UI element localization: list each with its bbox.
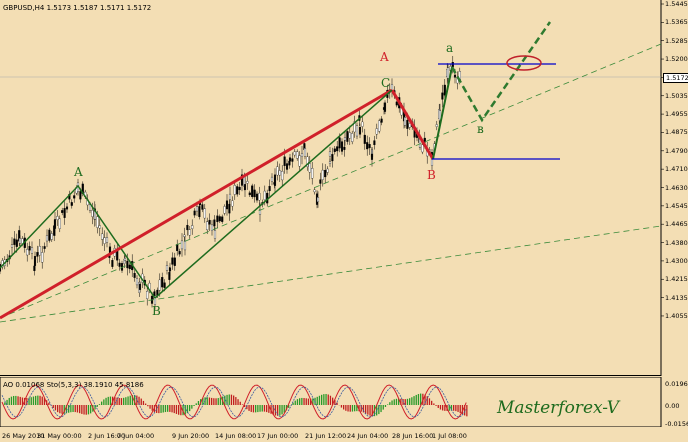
time-axis-label: 14 Jun 08:00 (215, 432, 257, 440)
ao-axis-label-zero: 0.00 (665, 402, 680, 410)
time-axis-label: 31 May 00:00 (37, 432, 82, 440)
time-axis-label: 1 Jul 08:00 (432, 432, 467, 440)
red-wave-A (0, 88, 393, 320)
price-chart[interactable] (0, 0, 688, 376)
time-axis-label: 9 Jun 20:00 (172, 432, 210, 440)
ao-info: AO 0.01068 Sto(5,3,3) 38.1910 45.8186 (3, 381, 144, 389)
price-axis-label: 1.4710 (665, 165, 688, 174)
price-axis-label: 1.4215 (665, 275, 688, 284)
ao-histogram (4, 393, 468, 417)
price-axis-label: 1.4380 (665, 238, 688, 247)
price-axis-label: 1.4790 (665, 146, 688, 155)
time-axis-label: 2 Jun 16:00 (88, 432, 126, 440)
green-channel-line (154, 89, 393, 299)
target-ellipse (506, 55, 542, 71)
wave-label-right-B: B (427, 168, 436, 182)
time-axis-label: 26 May 2010 (2, 432, 45, 440)
price-axis-label: 1.4465 (665, 220, 688, 229)
symbol-info: GBPUSD,H4 1.5173 1.5187 1.5171 1.5172 (3, 4, 152, 12)
projection-wave (450, 21, 552, 123)
price-axis-label: 1.5035 (665, 91, 688, 100)
price-axis-label: 1.5365 (665, 18, 688, 27)
price-axis-label: 1.4955 (665, 110, 688, 119)
left-green-wave (0, 184, 156, 299)
price-axis-label: 1.4300 (665, 256, 688, 265)
price-axis-label: 1.5200 (665, 55, 688, 64)
ao-axis-label-top: 0.01967 (665, 380, 688, 388)
time-axis-label: 21 Jun 12:00 (305, 432, 347, 440)
dashed-trendline-upper (0, 43, 662, 319)
ao-stochastic-panel[interactable] (0, 377, 688, 427)
price-axis-label: 1.5285 (665, 36, 688, 45)
wave-label-right-A: A (380, 50, 389, 64)
dashed-trendline-lower (0, 225, 662, 323)
wave-label-b: в (477, 122, 484, 136)
stochastic-signal-line (1, 386, 467, 418)
wave-label-a: a (446, 41, 454, 55)
ao-panel-border (0, 377, 662, 427)
price-axis-label: 1.5445 (665, 0, 688, 8)
wave-label-C: C (381, 76, 391, 90)
stochastic-main-line (1, 384, 467, 420)
time-axis-label: 24 Jun 04:00 (347, 432, 389, 440)
green-wave-a (432, 66, 453, 160)
wave-label-left-A: A (74, 165, 83, 179)
time-axis-label: 17 Jun 00:00 (257, 432, 299, 440)
brand-watermark: Masterforex-V (497, 398, 620, 418)
time-axis-label: 28 Jun 16:00 (392, 432, 434, 440)
price-axis-ticks (661, 3, 664, 317)
ao-axis-label-bottom: -0.0156 (665, 420, 688, 428)
candlestick-series (0, 55, 461, 310)
price-axis-label: 1.4135 (665, 293, 688, 302)
current-price-badge: 1.5172 (663, 73, 688, 83)
wave-label-left-B: B (152, 304, 161, 318)
price-axis-label: 1.4630 (665, 183, 688, 192)
red-wave-B (390, 89, 435, 160)
price-axis-label: 1.4875 (665, 128, 688, 137)
price-axis-label: 1.4545 (665, 201, 688, 210)
time-axis-label: 7 Jun 04:00 (117, 432, 155, 440)
price-axis-label: 1.4055 (665, 311, 688, 320)
